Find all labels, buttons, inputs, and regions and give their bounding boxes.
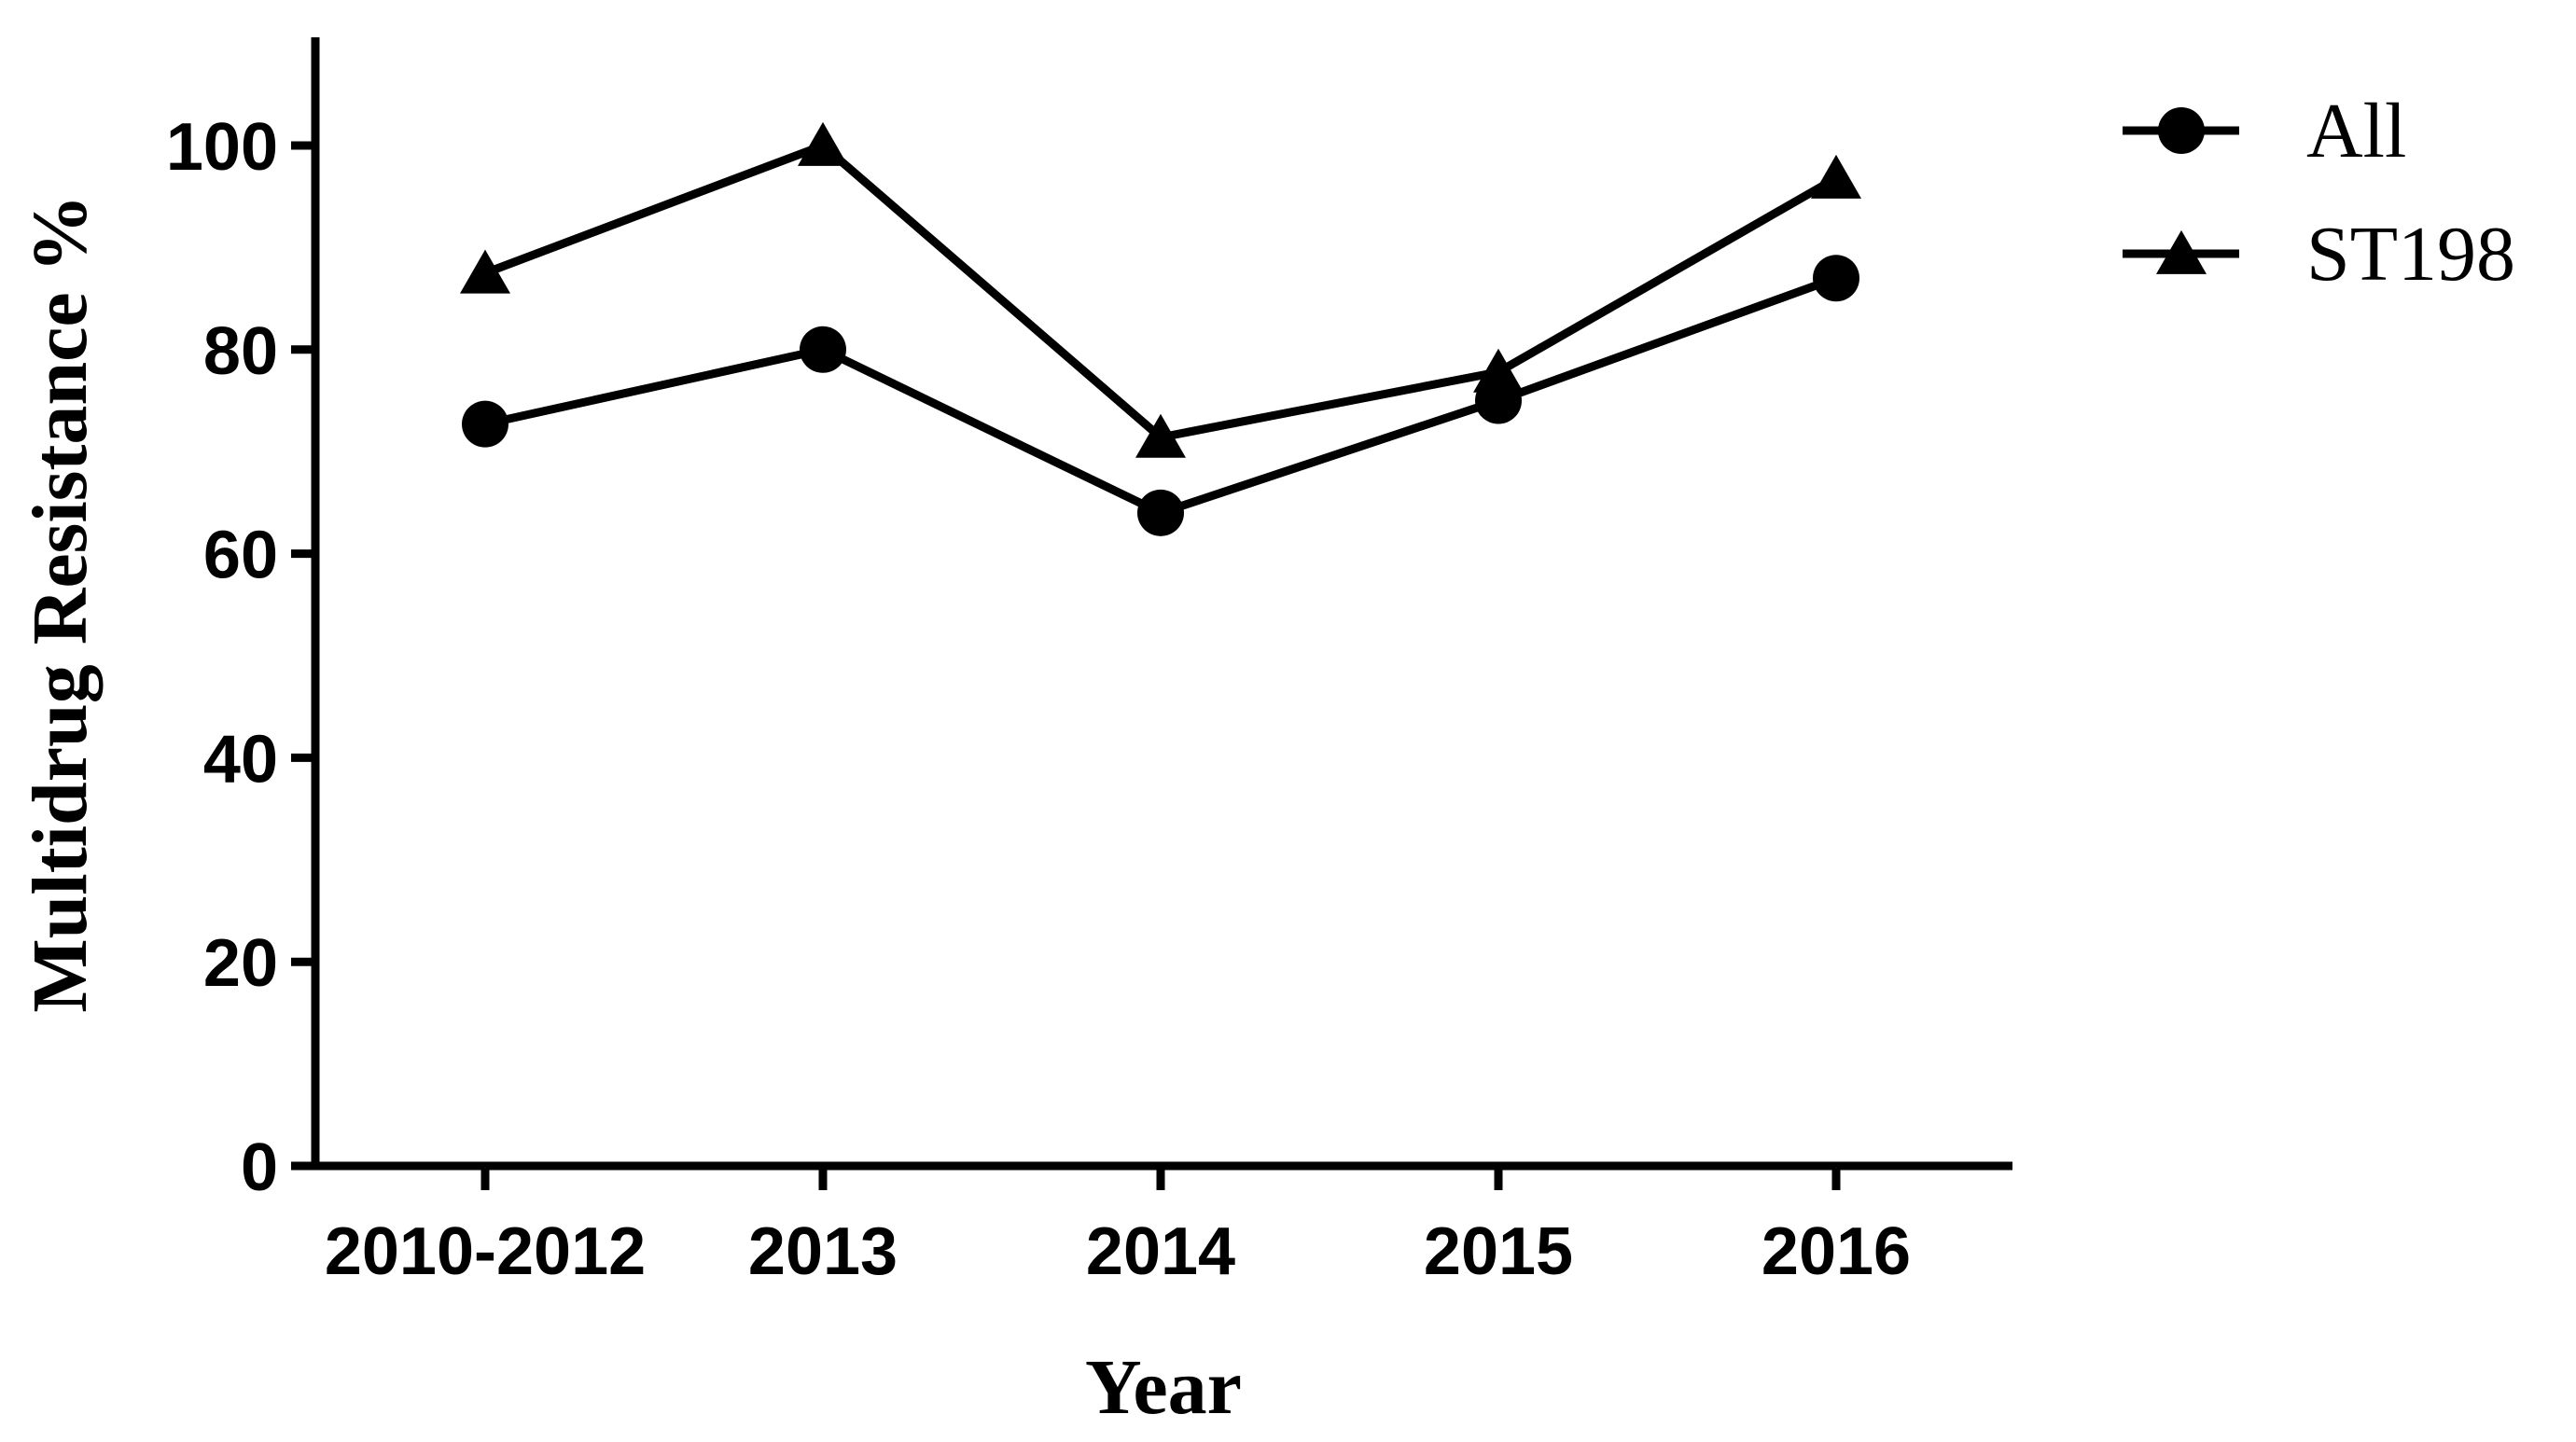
data-point-triangle [1811,154,1861,199]
y-tick-label: 100 [166,110,278,185]
data-point-circle [1137,489,1184,536]
data-point-circle [800,326,846,373]
axes [311,37,2012,1171]
y-tick-label: 80 [203,314,278,389]
series-line [484,273,1838,518]
x-tick-label: 2010-2012 [325,1214,646,1289]
data-point-triangle [1473,348,1524,393]
data-point-triangle [460,249,510,294]
series-line [483,140,1839,442]
x-axis-title: Year [1085,1344,1242,1431]
data-point-circle [1813,255,1859,302]
data-point-triangle [1135,413,1186,458]
legend-triangle-marker [2156,229,2207,274]
legend-label: All [2306,88,2406,174]
y-tick-label: 20 [203,926,278,1001]
x-tick-label: 2013 [748,1214,898,1289]
x-tick-label: 2015 [1424,1214,1573,1289]
legend-label: ST198 [2306,211,2515,298]
y-tick-label: 40 [203,722,278,797]
data-point-triangle [798,121,848,166]
data-point-circle [462,400,508,448]
series-st198 [460,121,1861,458]
x-tick-label: 2014 [1086,1214,1235,1289]
legend-item-all: All [2123,88,2406,174]
x-axis-ticks: 2010-2012 2013 2014 2015 2016 [325,1166,1911,1289]
y-tick-label: 60 [203,519,278,593]
series-all [462,255,1859,536]
series-layer [460,121,1861,536]
x-tick-label: 2016 [1761,1214,1911,1289]
y-tick-label: 0 [241,1130,278,1205]
legend-circle-marker [2158,107,2205,154]
legend-item-st198: ST198 [2123,211,2515,298]
y-axis-ticks: 0 20 40 60 80 100 [166,110,315,1205]
legend: All ST198 [2123,88,2515,298]
y-axis-title: Multidrug Resistance % [17,194,104,1012]
